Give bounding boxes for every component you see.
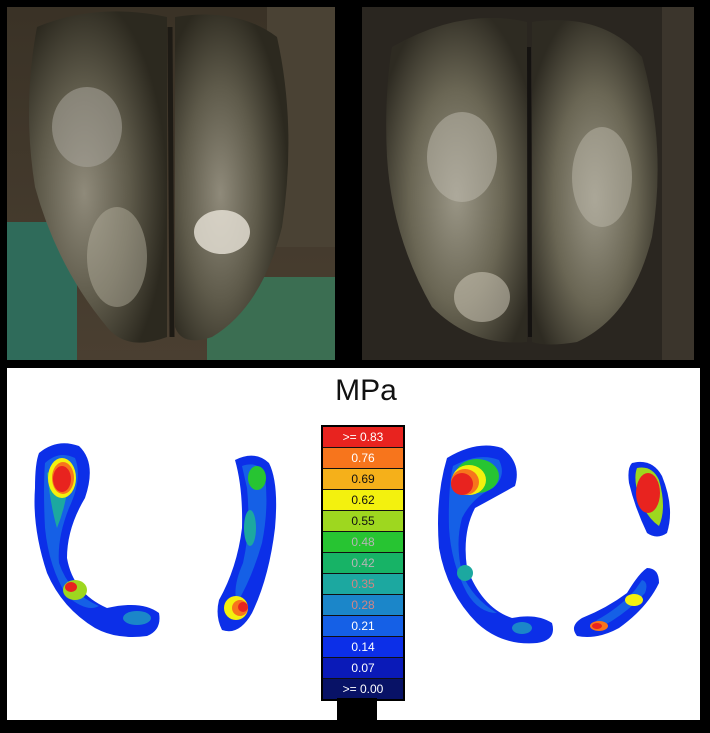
colorbar-unit-label: MPa (335, 374, 397, 407)
colorbar-level: 0.48 (323, 532, 403, 553)
pressure-region-right-inner-lower (573, 568, 659, 637)
colorbar-stand (337, 698, 377, 720)
colorbar-level: 0.14 (323, 637, 403, 658)
pressure-map-panel: MPa >= 0.83 0.76 0.69 0.62 0.55 0.48 0.42 0.35 0… (7, 368, 700, 720)
colorbar-legend: >= 0.83 0.76 0.69 0.62 0.55 0.48 0.42 0.35 0.28 0… (321, 425, 405, 701)
colorbar-level: 0.07 (323, 658, 403, 679)
colorbar-level: 0.76 (323, 448, 403, 469)
colorbar-level: 0.62 (323, 490, 403, 511)
pressure-map-figure (34, 443, 671, 644)
colorbar-level: 0.42 (323, 553, 403, 574)
colorbar-level: 0.69 (323, 469, 403, 490)
colorbar-level: >= 0.00 (323, 679, 403, 699)
colorbar-level: 0.55 (323, 511, 403, 532)
colorbar-level: >= 0.83 (323, 427, 403, 448)
hoof-photo-right (362, 7, 694, 360)
colorbar-level: 0.21 (323, 616, 403, 637)
colorbar-level: 0.28 (323, 595, 403, 616)
hoof-photo-left (7, 7, 335, 360)
colorbar-level: 0.35 (323, 574, 403, 595)
